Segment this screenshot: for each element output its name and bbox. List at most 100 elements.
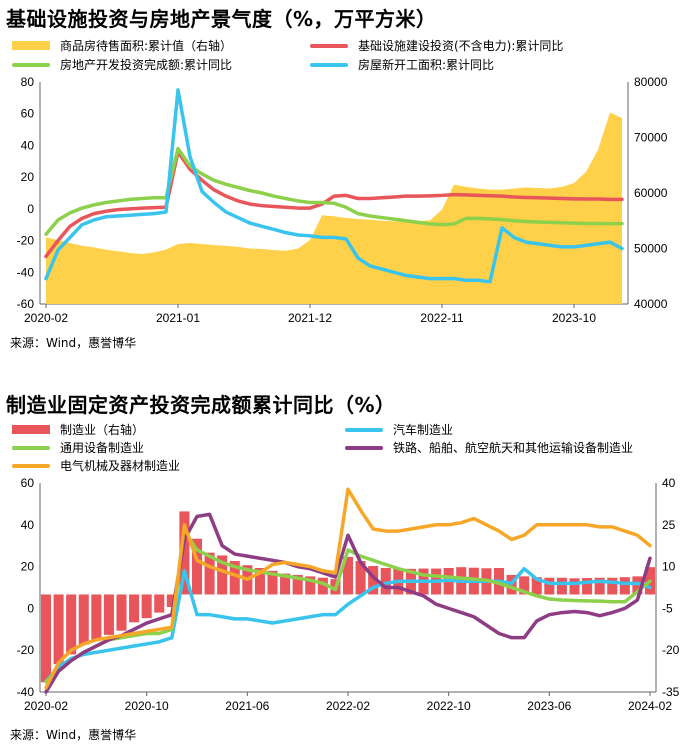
- x-tick-label: 2022-10: [427, 699, 471, 713]
- chart2-plot: -40 -20 0 20 40 60 -35 -20 -5 10 25 40 2020-02 2020-1…: [17, 476, 680, 713]
- series-line: [44, 487, 652, 690]
- series-line: [44, 146, 624, 236]
- y-right-tick-label: 60000: [634, 186, 668, 200]
- y-right-tick-label: -5: [662, 601, 673, 615]
- bar: [267, 570, 278, 595]
- bar: [632, 576, 643, 595]
- bar: [280, 573, 291, 595]
- legend-label: 汽车制造业: [393, 423, 454, 437]
- bar: [368, 566, 379, 595]
- legend-swatch-line: [310, 62, 348, 67]
- x-tick-label: 2020-02: [24, 699, 68, 713]
- legend-swatch-line: [345, 445, 383, 450]
- y-right-tick-label: 80000: [634, 75, 668, 89]
- y-right-tick-label: 40000: [634, 297, 668, 311]
- bar: [531, 577, 542, 595]
- bar: [317, 577, 328, 595]
- y-left-tick-label: -40: [17, 265, 35, 279]
- bar: [103, 594, 114, 635]
- chart2-title: 制造业固定资产投资完成额累计同比（%）: [6, 393, 396, 417]
- y-right-tick-label: 25: [662, 518, 676, 532]
- x-tick-label: 2020-02: [24, 311, 68, 325]
- y-left-tick-label: 20: [21, 170, 35, 184]
- legend-label: 铁路、船舶、航空航天和其他运输设备制造业: [393, 441, 634, 455]
- legend-label: 基础设施建设投资(不含电力):累计同比: [358, 39, 564, 53]
- bar: [191, 538, 203, 595]
- y-right-tick-label: -20: [662, 643, 680, 657]
- legend-swatch-area: [12, 41, 50, 50]
- bar: [66, 594, 77, 655]
- bar: [204, 552, 215, 595]
- bar: [217, 555, 228, 595]
- y-right-tick-label: -35: [662, 685, 680, 699]
- x-tick-label: 2021-01: [156, 311, 200, 325]
- bar: [342, 556, 354, 595]
- bar: [380, 567, 391, 595]
- x-tick-label: 2024-02: [628, 699, 672, 713]
- legend-item-general-equipment: 通用设备制造业: [12, 439, 144, 456]
- y-right-tick-label: 40: [662, 476, 676, 490]
- x-tick-label: 2022-11: [420, 311, 463, 325]
- bar: [544, 577, 555, 595]
- legend-label: 房屋新开工面积:累计同比: [358, 58, 495, 72]
- x-tick-label: 2022-02: [326, 699, 370, 713]
- y-left-tick-label: -20: [17, 234, 35, 248]
- bar: [292, 574, 303, 595]
- x-tick-label: 2023-06: [527, 699, 571, 713]
- chart1-plot: -60 -40 -20 0 20 40 60 80 40000 50000 60000 70000 80…: [17, 75, 668, 325]
- y-left-tick-label: 60: [21, 476, 35, 490]
- series-line: [44, 512, 652, 694]
- y-left-tick-label: 80: [21, 75, 35, 89]
- series-line: [44, 150, 624, 259]
- y-right-tick-label: 50000: [634, 242, 668, 256]
- bar: [116, 594, 127, 631]
- legend-swatch-line: [345, 427, 383, 432]
- y-right-tick-label: 10: [662, 560, 676, 574]
- bar: [179, 511, 190, 595]
- bar: [569, 578, 580, 595]
- bar: [619, 577, 630, 595]
- y-left-tick-label: 20: [21, 560, 35, 574]
- chart1-source: 来源：Wind，惠誉博华: [10, 336, 137, 350]
- bar: [556, 577, 567, 595]
- bar: [53, 594, 64, 665]
- series-line: [44, 529, 652, 684]
- y-left-tick-label: 0: [27, 202, 34, 216]
- legend-item-auto: 汽车制造业: [345, 421, 453, 438]
- legend-item-unsold-area: 商品房待售面积:累计值（右轴）: [12, 37, 232, 54]
- legend-label: 房地产开发投资完成额:累计同比: [60, 58, 233, 72]
- y-left-tick-label: 40: [21, 518, 35, 532]
- chart2-source: 来源：Wind，惠誉博华: [10, 728, 137, 742]
- bar: [78, 594, 89, 645]
- series-area: [46, 112, 622, 305]
- series-line: [44, 566, 652, 684]
- bar: [229, 561, 240, 595]
- bar: [129, 594, 140, 623]
- y-left-tick-label: -20: [17, 643, 35, 657]
- x-tick-label: 2020-10: [125, 699, 169, 713]
- bar: [355, 561, 366, 595]
- legend-label: 通用设备制造业: [60, 441, 145, 455]
- legend-label: 商品房待售面积:累计值（右轴）: [60, 39, 233, 53]
- y-left-tick-label: 60: [21, 107, 35, 121]
- legend-item-real-estate-investment: 房地产开发投资完成额:累计同比: [12, 56, 232, 73]
- bar: [154, 594, 165, 613]
- bar: [607, 577, 618, 595]
- y-left-tick-label: 40: [21, 138, 35, 152]
- x-tick-label: 2021-12: [288, 311, 332, 325]
- bar: [594, 577, 605, 595]
- legend-label: 电气机械及器材制造业: [60, 459, 181, 473]
- legend-swatch-line: [12, 445, 50, 450]
- bar: [305, 576, 316, 595]
- x-tick-label: 2023-10: [552, 311, 596, 325]
- legend-item-new-construction: 房屋新开工面积:累计同比: [310, 56, 494, 73]
- legend-label: 制造业（右轴）: [60, 423, 145, 437]
- bar: [91, 594, 102, 641]
- legend-item-electrical: 电气机械及器材制造业: [12, 457, 180, 474]
- legend-swatch-line: [12, 62, 50, 67]
- y-left-tick-label: 0: [27, 601, 34, 615]
- legend-item-infrastructure: 基础设施建设投资(不含电力):累计同比: [310, 37, 563, 54]
- legend-item-manufacturing: 制造业（右轴）: [12, 421, 144, 438]
- legend-swatch-line: [12, 463, 50, 468]
- bar: [254, 567, 265, 595]
